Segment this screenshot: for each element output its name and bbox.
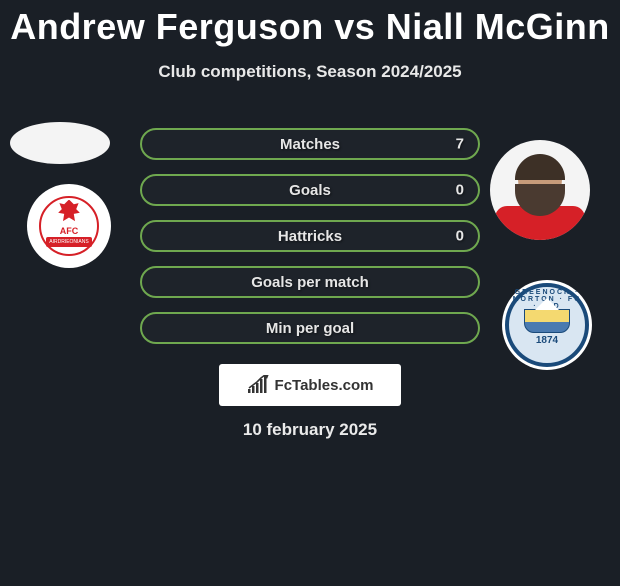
left-club-badge: AFC AIRDRIEONIANS (27, 184, 111, 268)
stats-column: Matches 7 Goals 0 Hattricks 0 Goals per … (140, 128, 480, 358)
left-player-photo (10, 122, 110, 164)
afc-ribbon: AIRDRIEONIANS (46, 237, 92, 247)
stat-label: Goals per match (251, 274, 369, 291)
stat-goals: Goals 0 (140, 174, 480, 206)
stat-label: Matches (280, 136, 340, 153)
stat-min-per-goal: Min per goal (140, 312, 480, 344)
afc-badge-ring: AFC AIRDRIEONIANS (39, 196, 99, 256)
stat-label: Hattricks (278, 228, 342, 245)
stat-goals-per-match: Goals per match (140, 266, 480, 298)
morton-badge-ring: GREENOCK · MORTON · FC · LTD 1874 (505, 283, 589, 367)
right-player-photo (490, 140, 590, 240)
brand-text: FcTables.com (275, 377, 374, 394)
afc-rooster-icon (57, 200, 81, 224)
date-text: 10 february 2025 (0, 420, 620, 440)
stat-value-right: 0 (456, 228, 464, 245)
page-title: Andrew Ferguson vs Niall McGinn (0, 6, 620, 48)
player-hair (515, 154, 565, 180)
stat-label: Goals (289, 182, 331, 199)
fctables-brand: FcTables.com (219, 364, 401, 406)
stat-hattricks: Hattricks 0 (140, 220, 480, 252)
right-club-badge: GREENOCK · MORTON · FC · LTD 1874 (502, 280, 592, 370)
morton-year: 1874 (536, 335, 558, 346)
stat-value-right: 0 (456, 182, 464, 199)
morton-ship-icon (524, 309, 570, 333)
stat-label: Min per goal (266, 320, 354, 337)
stat-value-right: 7 (456, 136, 464, 153)
stat-matches: Matches 7 (140, 128, 480, 160)
morton-sail-icon (535, 298, 559, 310)
chart-icon (247, 375, 271, 395)
afc-short: AFC (60, 226, 79, 236)
subtitle: Club competitions, Season 2024/2025 (0, 62, 620, 82)
